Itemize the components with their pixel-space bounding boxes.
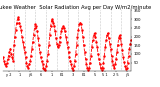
Title: Milwaukee Weather  Solar Radiation Avg per Day W/m2/minute: Milwaukee Weather Solar Radiation Avg pe… — [0, 5, 151, 10]
